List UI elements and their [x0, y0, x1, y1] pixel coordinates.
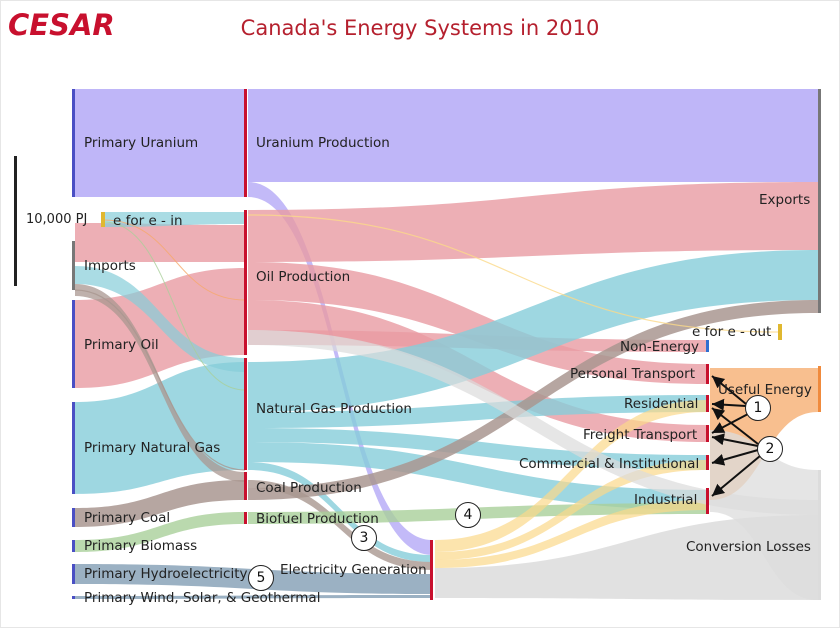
scale-bar [14, 156, 17, 286]
flow-production-losses [248, 330, 818, 515]
arrow-1-personal [711, 375, 747, 405]
node-natural-gas-production [244, 358, 247, 470]
diagram-title: Canada's Energy Systems in 2010 [240, 16, 600, 40]
label-biofuel-production: Biofuel Production [256, 511, 379, 527]
node-conversion-losses [818, 470, 821, 600]
node-primary-coal [72, 508, 75, 527]
node-personal-transport [706, 364, 709, 384]
label-uranium-production: Uranium Production [256, 135, 390, 151]
label-freight-transport: Freight Transport [583, 427, 698, 443]
cesar-logo: CESAR [8, 8, 115, 42]
flow-elec-losses [435, 515, 818, 600]
node-primary-hydro [72, 564, 75, 584]
label-coal-production: Coal Production [256, 480, 362, 496]
label-e-for-e-in: e for e - in [113, 213, 183, 229]
arrow-2-commercial [711, 449, 759, 466]
node-primary-biomass [72, 540, 75, 552]
line-eforeout [247, 214, 779, 333]
label-primary-wind: Primary Wind, Solar, & Geothermal [84, 590, 321, 606]
flow-gas-imports [75, 266, 245, 372]
line-eforein-oil [103, 219, 246, 301]
node-useful-energy [818, 366, 821, 412]
label-commercial: Commercial & Institutional [519, 456, 700, 472]
node-primary-oil [72, 300, 75, 388]
node-biofuel-production [244, 512, 247, 524]
arrow-1-freight [711, 413, 749, 434]
label-primary-biomass: Primary Biomass [84, 538, 198, 554]
label-industrial: Industrial [634, 492, 698, 508]
label-exports: Exports [759, 192, 811, 208]
node-non-energy [706, 340, 709, 352]
node-freight-transport [706, 425, 709, 442]
label-residential: Residential [624, 396, 699, 412]
node-residential [706, 395, 709, 412]
label-primary-uranium: Primary Uranium [84, 135, 199, 151]
node-commercial [706, 455, 709, 470]
callout-2: 2 [757, 436, 783, 462]
flow-coal-primary [75, 480, 245, 527]
node-primary-natural-gas [72, 402, 75, 494]
callout-1: 1 [745, 395, 771, 421]
label-primary-coal: Primary Coal [84, 510, 171, 526]
label-personal-transport: Personal Transport [570, 366, 696, 382]
flow-elec-commercial [435, 460, 707, 560]
node-e-for-e-in [101, 212, 105, 227]
node-e-for-e-out [778, 324, 782, 340]
flow-wind-primary [75, 595, 432, 599]
label-conversion-losses: Conversion Losses [686, 539, 811, 555]
arrow-2-freight [711, 433, 759, 447]
label-primary-hydro: Primary Hydroelectricity [84, 566, 248, 582]
label-primary-oil: Primary Oil [84, 337, 159, 353]
flow-oil-personal [248, 262, 707, 384]
scale-label: 10,000 PJ [26, 212, 88, 227]
node-primary-wind [72, 596, 75, 599]
label-oil-production: Oil Production [256, 269, 351, 285]
callout-arrows [711, 375, 761, 497]
flow-gas-residential [248, 395, 707, 428]
flow-elec-industrial [435, 500, 707, 568]
node-exports [818, 89, 821, 313]
node-industrial [706, 488, 709, 514]
label-useful-energy: Useful Energy [718, 382, 812, 398]
flow-uranium-exports [248, 89, 818, 182]
arrow-1-residential [711, 398, 747, 411]
callout-5: 5 [248, 565, 274, 591]
sankey-links [74, 89, 818, 600]
node-coal-production [244, 472, 247, 500]
callout-4: 4 [455, 502, 481, 528]
flow-biomass-primary [75, 512, 245, 552]
flow-coal-electricity [248, 480, 432, 570]
arrow-2-industrial [711, 455, 761, 497]
flow-uranium-primary [75, 89, 245, 197]
callout-3: 3 [351, 525, 377, 551]
node-uranium-production [244, 89, 247, 197]
sankey-nodes [14, 89, 821, 600]
label-primary-natural-gas: Primary Natural Gas [84, 440, 221, 456]
flow-oil-exports [248, 182, 818, 262]
label-non-energy: Non-Energy [620, 339, 700, 355]
flow-gas-exports [248, 250, 818, 412]
node-primary-uranium [72, 89, 75, 197]
flow-coal-exports [248, 300, 818, 500]
node-electricity-generation [430, 540, 433, 600]
node-oil-production [244, 210, 247, 355]
flow-coal-imports [75, 284, 245, 482]
line-eforein-gas [103, 221, 246, 391]
flow-enduse-losses [710, 430, 818, 600]
node-imports [72, 241, 75, 290]
label-imports: Imports [84, 258, 136, 274]
flow-elec-residential [435, 400, 707, 552]
flow-oil-imports [75, 223, 245, 262]
flow-e-for-e-in [104, 212, 245, 227]
label-e-for-e-out: e for e - out [692, 324, 772, 340]
arrow-2-residential [711, 407, 759, 445]
label-natural-gas-production: Natural Gas Production [256, 401, 412, 417]
line-imports-coal [74, 289, 246, 471]
label-electricity-generation: Electricity Generation [280, 562, 427, 578]
